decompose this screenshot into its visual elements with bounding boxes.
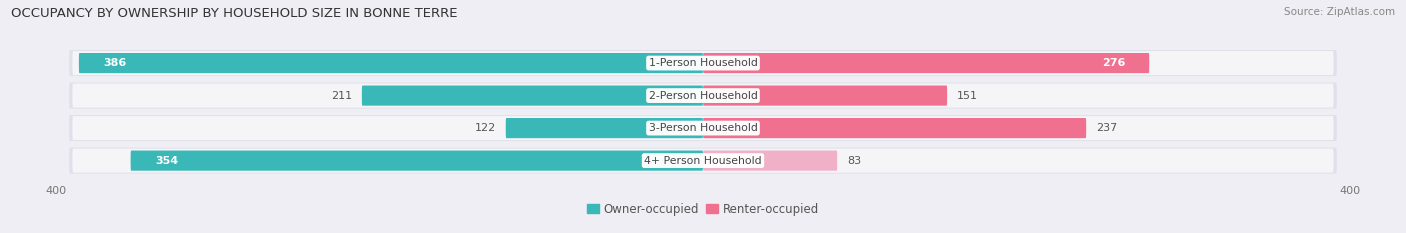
Text: 151: 151 [957, 91, 977, 101]
Text: Source: ZipAtlas.com: Source: ZipAtlas.com [1284, 7, 1395, 17]
FancyBboxPatch shape [506, 118, 703, 138]
FancyBboxPatch shape [69, 50, 1337, 76]
FancyBboxPatch shape [73, 51, 1333, 75]
FancyBboxPatch shape [73, 149, 1333, 173]
FancyBboxPatch shape [361, 86, 703, 106]
Text: 211: 211 [330, 91, 352, 101]
Text: 3-Person Household: 3-Person Household [648, 123, 758, 133]
FancyBboxPatch shape [703, 151, 837, 171]
Legend: Owner-occupied, Renter-occupied: Owner-occupied, Renter-occupied [582, 198, 824, 221]
Text: 83: 83 [846, 156, 860, 166]
Text: OCCUPANCY BY OWNERSHIP BY HOUSEHOLD SIZE IN BONNE TERRE: OCCUPANCY BY OWNERSHIP BY HOUSEHOLD SIZE… [11, 7, 458, 20]
FancyBboxPatch shape [73, 116, 1333, 140]
FancyBboxPatch shape [703, 118, 1087, 138]
Text: 2-Person Household: 2-Person Household [648, 91, 758, 101]
FancyBboxPatch shape [69, 82, 1337, 109]
FancyBboxPatch shape [131, 151, 703, 171]
FancyBboxPatch shape [703, 53, 1149, 73]
Text: 4+ Person Household: 4+ Person Household [644, 156, 762, 166]
FancyBboxPatch shape [73, 84, 1333, 108]
FancyBboxPatch shape [69, 147, 1337, 174]
FancyBboxPatch shape [703, 86, 948, 106]
FancyBboxPatch shape [69, 115, 1337, 141]
Text: 1-Person Household: 1-Person Household [648, 58, 758, 68]
Text: 276: 276 [1102, 58, 1125, 68]
FancyBboxPatch shape [79, 53, 703, 73]
Text: 237: 237 [1095, 123, 1118, 133]
Text: 386: 386 [103, 58, 127, 68]
Text: 122: 122 [475, 123, 496, 133]
Text: 354: 354 [155, 156, 179, 166]
